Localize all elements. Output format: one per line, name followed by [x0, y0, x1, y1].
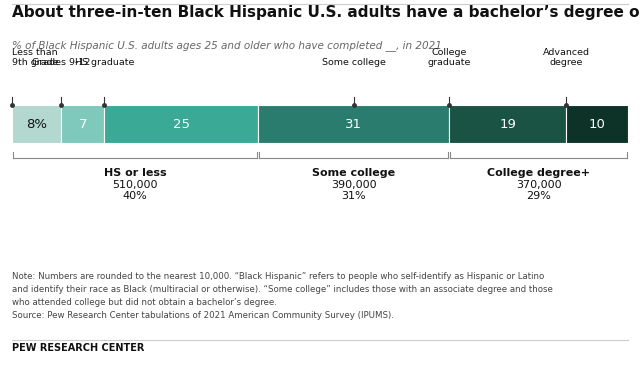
- Bar: [259, 105, 449, 143]
- Text: 19: 19: [499, 117, 516, 131]
- Text: % of Black Hispanic U.S. adults ages 25 and older who have completed __, in 2021: % of Black Hispanic U.S. adults ages 25 …: [12, 40, 442, 51]
- Text: 390,000: 390,000: [331, 180, 377, 190]
- Text: 31%: 31%: [342, 191, 366, 201]
- Text: Grades 9-12: Grades 9-12: [32, 58, 90, 67]
- Text: Advanced
degree: Advanced degree: [543, 48, 590, 67]
- Text: Note: Numbers are rounded to the nearest 10,000. “Black Hispanic” refers to peop: Note: Numbers are rounded to the nearest…: [12, 272, 544, 281]
- Bar: [449, 105, 566, 143]
- Text: HS or less: HS or less: [104, 168, 166, 178]
- Text: HS graduate: HS graduate: [75, 58, 134, 67]
- Text: and identify their race as Black (multiracial or otherwise). “Some college” incl: and identify their race as Black (multir…: [12, 285, 553, 294]
- Text: 370,000: 370,000: [516, 180, 561, 190]
- Text: College
graduate: College graduate: [428, 48, 471, 67]
- Text: 10: 10: [589, 117, 605, 131]
- Bar: [61, 105, 104, 143]
- Text: 7: 7: [79, 117, 87, 131]
- Bar: [104, 105, 259, 143]
- Text: Some college: Some college: [322, 58, 386, 67]
- Text: who attended college but did not obtain a bachelor’s degree.: who attended college but did not obtain …: [12, 298, 277, 307]
- Bar: [12, 105, 61, 143]
- Text: 8%: 8%: [26, 117, 47, 131]
- Text: Some college: Some college: [312, 168, 396, 178]
- Text: 25: 25: [173, 117, 190, 131]
- Text: About three-in-ten Black Hispanic U.S. adults have a bachelor’s degree or higher: About three-in-ten Black Hispanic U.S. a…: [12, 5, 640, 20]
- Text: Source: Pew Research Center tabulations of 2021 American Community Survey (IPUMS: Source: Pew Research Center tabulations …: [12, 311, 394, 320]
- Text: PEW RESEARCH CENTER: PEW RESEARCH CENTER: [12, 343, 145, 353]
- Text: Less than
9th grade: Less than 9th grade: [12, 48, 58, 67]
- Text: 29%: 29%: [526, 191, 551, 201]
- Text: 510,000: 510,000: [113, 180, 158, 190]
- Bar: [566, 105, 628, 143]
- Text: 40%: 40%: [123, 191, 148, 201]
- Text: 31: 31: [346, 117, 362, 131]
- Text: College degree+: College degree+: [487, 168, 590, 178]
